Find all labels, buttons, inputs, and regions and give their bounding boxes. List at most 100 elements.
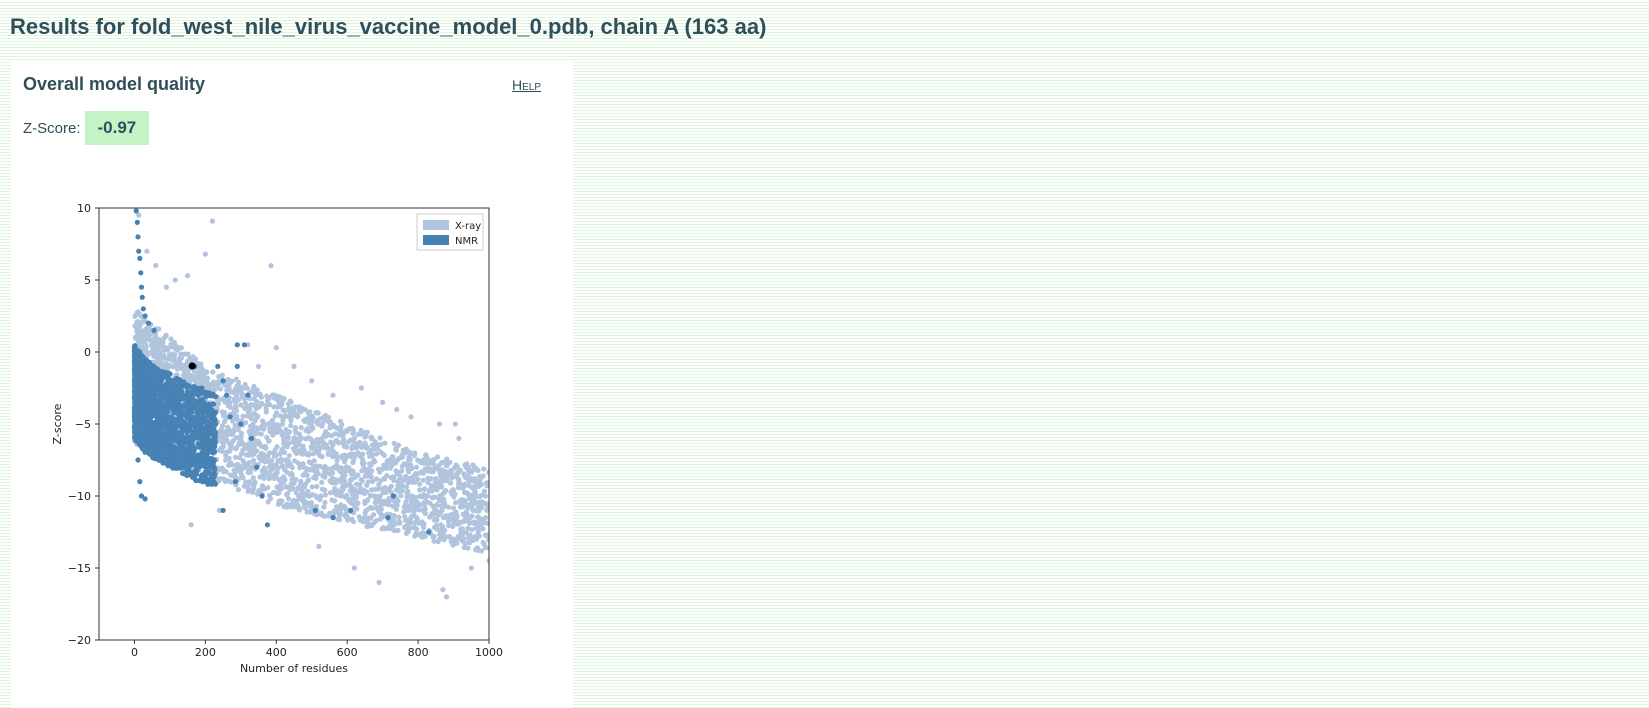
xray-point [284,440,290,446]
xray-point [466,483,472,489]
nmr-point [190,474,196,480]
zscore-value: -0.97 [84,111,150,145]
xray-point [283,484,289,490]
nmr-point [132,429,138,435]
nmr-point [209,421,215,427]
nmr-point [175,411,181,417]
xray-point [351,445,357,451]
xray-point [443,462,449,468]
nmr-point [227,414,233,420]
xray-point [297,465,303,471]
xray-point [300,461,306,467]
xray-point [359,468,365,474]
nmr-point [133,208,139,214]
nmr-point [132,349,138,355]
xray-point [147,337,154,343]
xray-point [395,498,401,504]
legend-xray-swatch [423,220,449,230]
xray-point [234,461,241,467]
xray-point [443,469,449,475]
xray-point [379,486,386,492]
xray-point [472,492,478,498]
nmr-point [245,392,251,398]
xray-point [463,530,469,536]
nmr-point [185,460,191,466]
xray-point [349,516,355,522]
xray-point [227,388,234,394]
xray-point [430,503,436,509]
xray-point [138,335,144,341]
xray-point [241,396,247,402]
xray-point [229,418,236,424]
nmr-point [143,448,149,454]
xray-point [272,489,278,495]
nmr-point [140,306,146,312]
help-link[interactable]: Help [512,77,542,93]
nmr-point [178,417,185,423]
xray-point [319,423,325,429]
xray-point [190,354,196,360]
xray-point [453,509,459,515]
xray-point [465,525,471,531]
xray-point [351,565,357,571]
nmr-point [140,422,146,429]
xray-point [396,514,402,520]
nmr-point [186,456,192,462]
xray-point [284,430,291,437]
xray-point [247,479,253,485]
nmr-point [166,462,172,468]
xray-point [473,546,479,552]
xray-point [392,521,398,527]
xray-point [353,474,359,480]
xray-point [329,466,335,472]
xray-point [452,421,458,427]
xray-point [399,468,405,474]
xray-point [178,351,184,357]
x-tick-label: 400 [266,646,287,659]
xray-point [396,519,402,525]
xray-point [169,352,175,358]
xray-point [369,521,375,527]
xray-point [424,499,430,505]
xray-point [233,445,239,451]
xray-point [202,251,208,257]
xray-point [343,454,350,460]
nmr-point [205,408,212,415]
xray-point [321,433,327,439]
xray-point [335,489,342,495]
xray-point [358,429,364,435]
nmr-point [140,435,146,442]
nmr-point [161,374,168,380]
x-tick-label: 200 [195,646,216,659]
nmr-point [171,404,177,410]
xray-point [482,493,489,499]
xray-point [279,463,286,469]
xray-point [356,443,362,449]
zscore-label: Z-Score: [23,119,81,137]
xray-point [459,499,465,505]
xray-point [329,497,335,503]
nmr-point [180,442,186,448]
xray-point [263,403,269,409]
xray-point [310,451,317,457]
xray-point [443,594,450,600]
xray-point [167,363,173,369]
nmr-point [170,399,176,405]
xray-point [309,484,315,490]
xray-point [168,336,174,342]
xray-point [334,454,340,460]
nmr-point [146,400,152,406]
xray-point [368,487,375,493]
xray-point [473,465,479,471]
xray-point [441,503,448,509]
xray-point [313,475,319,481]
nmr-point [138,493,145,499]
xray-point [394,471,400,477]
xray-point [425,475,431,481]
xray-point [214,404,220,410]
xray-point [252,388,258,394]
xray-point [284,491,290,497]
nmr-point [209,441,215,447]
legend-nmr-swatch [423,235,449,245]
xray-point [480,539,486,545]
